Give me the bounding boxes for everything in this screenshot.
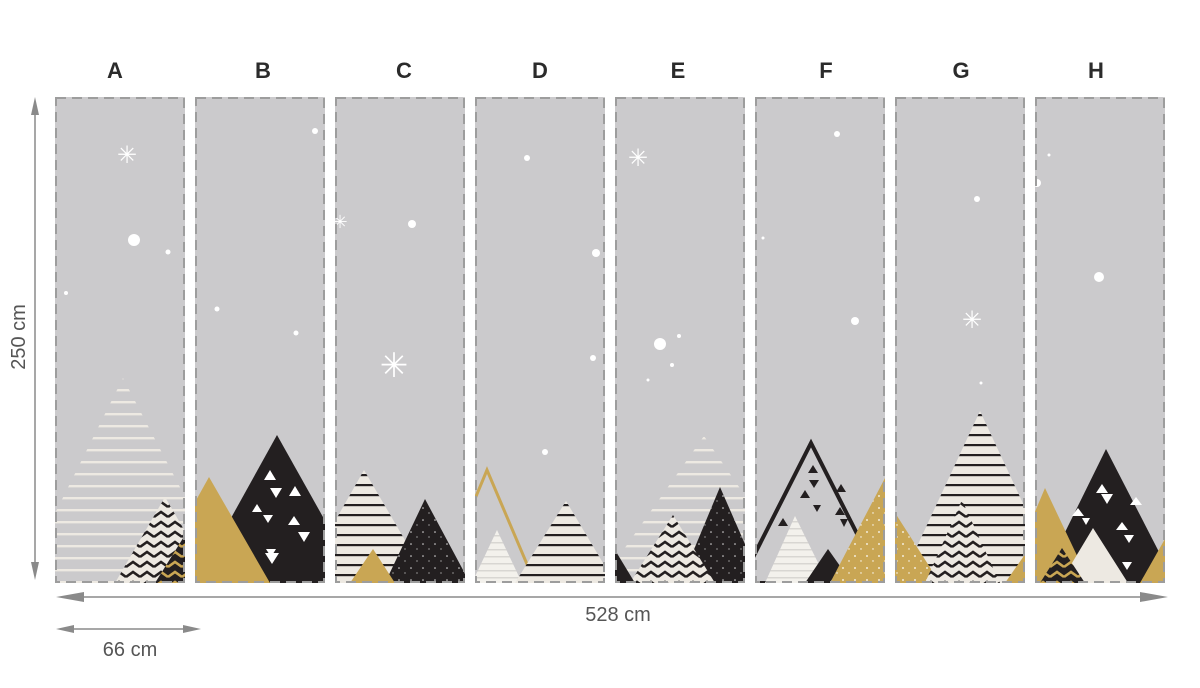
panel-e: ✳ [615, 97, 745, 583]
panel-width-dimension-arrow [56, 625, 201, 633]
chevron-mountain [115, 497, 185, 583]
svg-text:✳: ✳ [628, 145, 648, 172]
panel-g: ✳ [895, 97, 1025, 583]
panel-label-f: F [819, 58, 832, 83]
panel-a: ✳ [55, 97, 185, 583]
panel-c: ✳ ✳ [332, 97, 465, 583]
svg-text:✳: ✳ [332, 212, 347, 232]
panel-label-h: H [1088, 58, 1104, 83]
panel-label-c: C [396, 58, 412, 83]
panel-borders [55, 97, 1165, 583]
svg-text:✳: ✳ [962, 307, 982, 334]
panel-label-d: D [532, 58, 548, 83]
total-width-dimension-arrow [56, 592, 1168, 602]
snowflakes: ✳ [64, 142, 171, 295]
total-width-label: 528 cm [585, 604, 651, 626]
panel-width-label: 66 cm [103, 639, 157, 661]
panel-label-g: G [952, 58, 969, 83]
panel-label-a: A [107, 58, 123, 83]
svg-text:✳: ✳ [117, 142, 137, 169]
panel-b [195, 97, 325, 583]
panel-label-e: E [671, 58, 686, 83]
panel-label-b: B [255, 58, 271, 83]
height-dimension-arrow [31, 97, 39, 580]
height-label: 250 cm [8, 304, 30, 370]
svg-text:✳: ✳ [380, 347, 409, 385]
panel-f [755, 97, 885, 583]
panel-h [1035, 97, 1165, 583]
panel-d [475, 97, 605, 583]
